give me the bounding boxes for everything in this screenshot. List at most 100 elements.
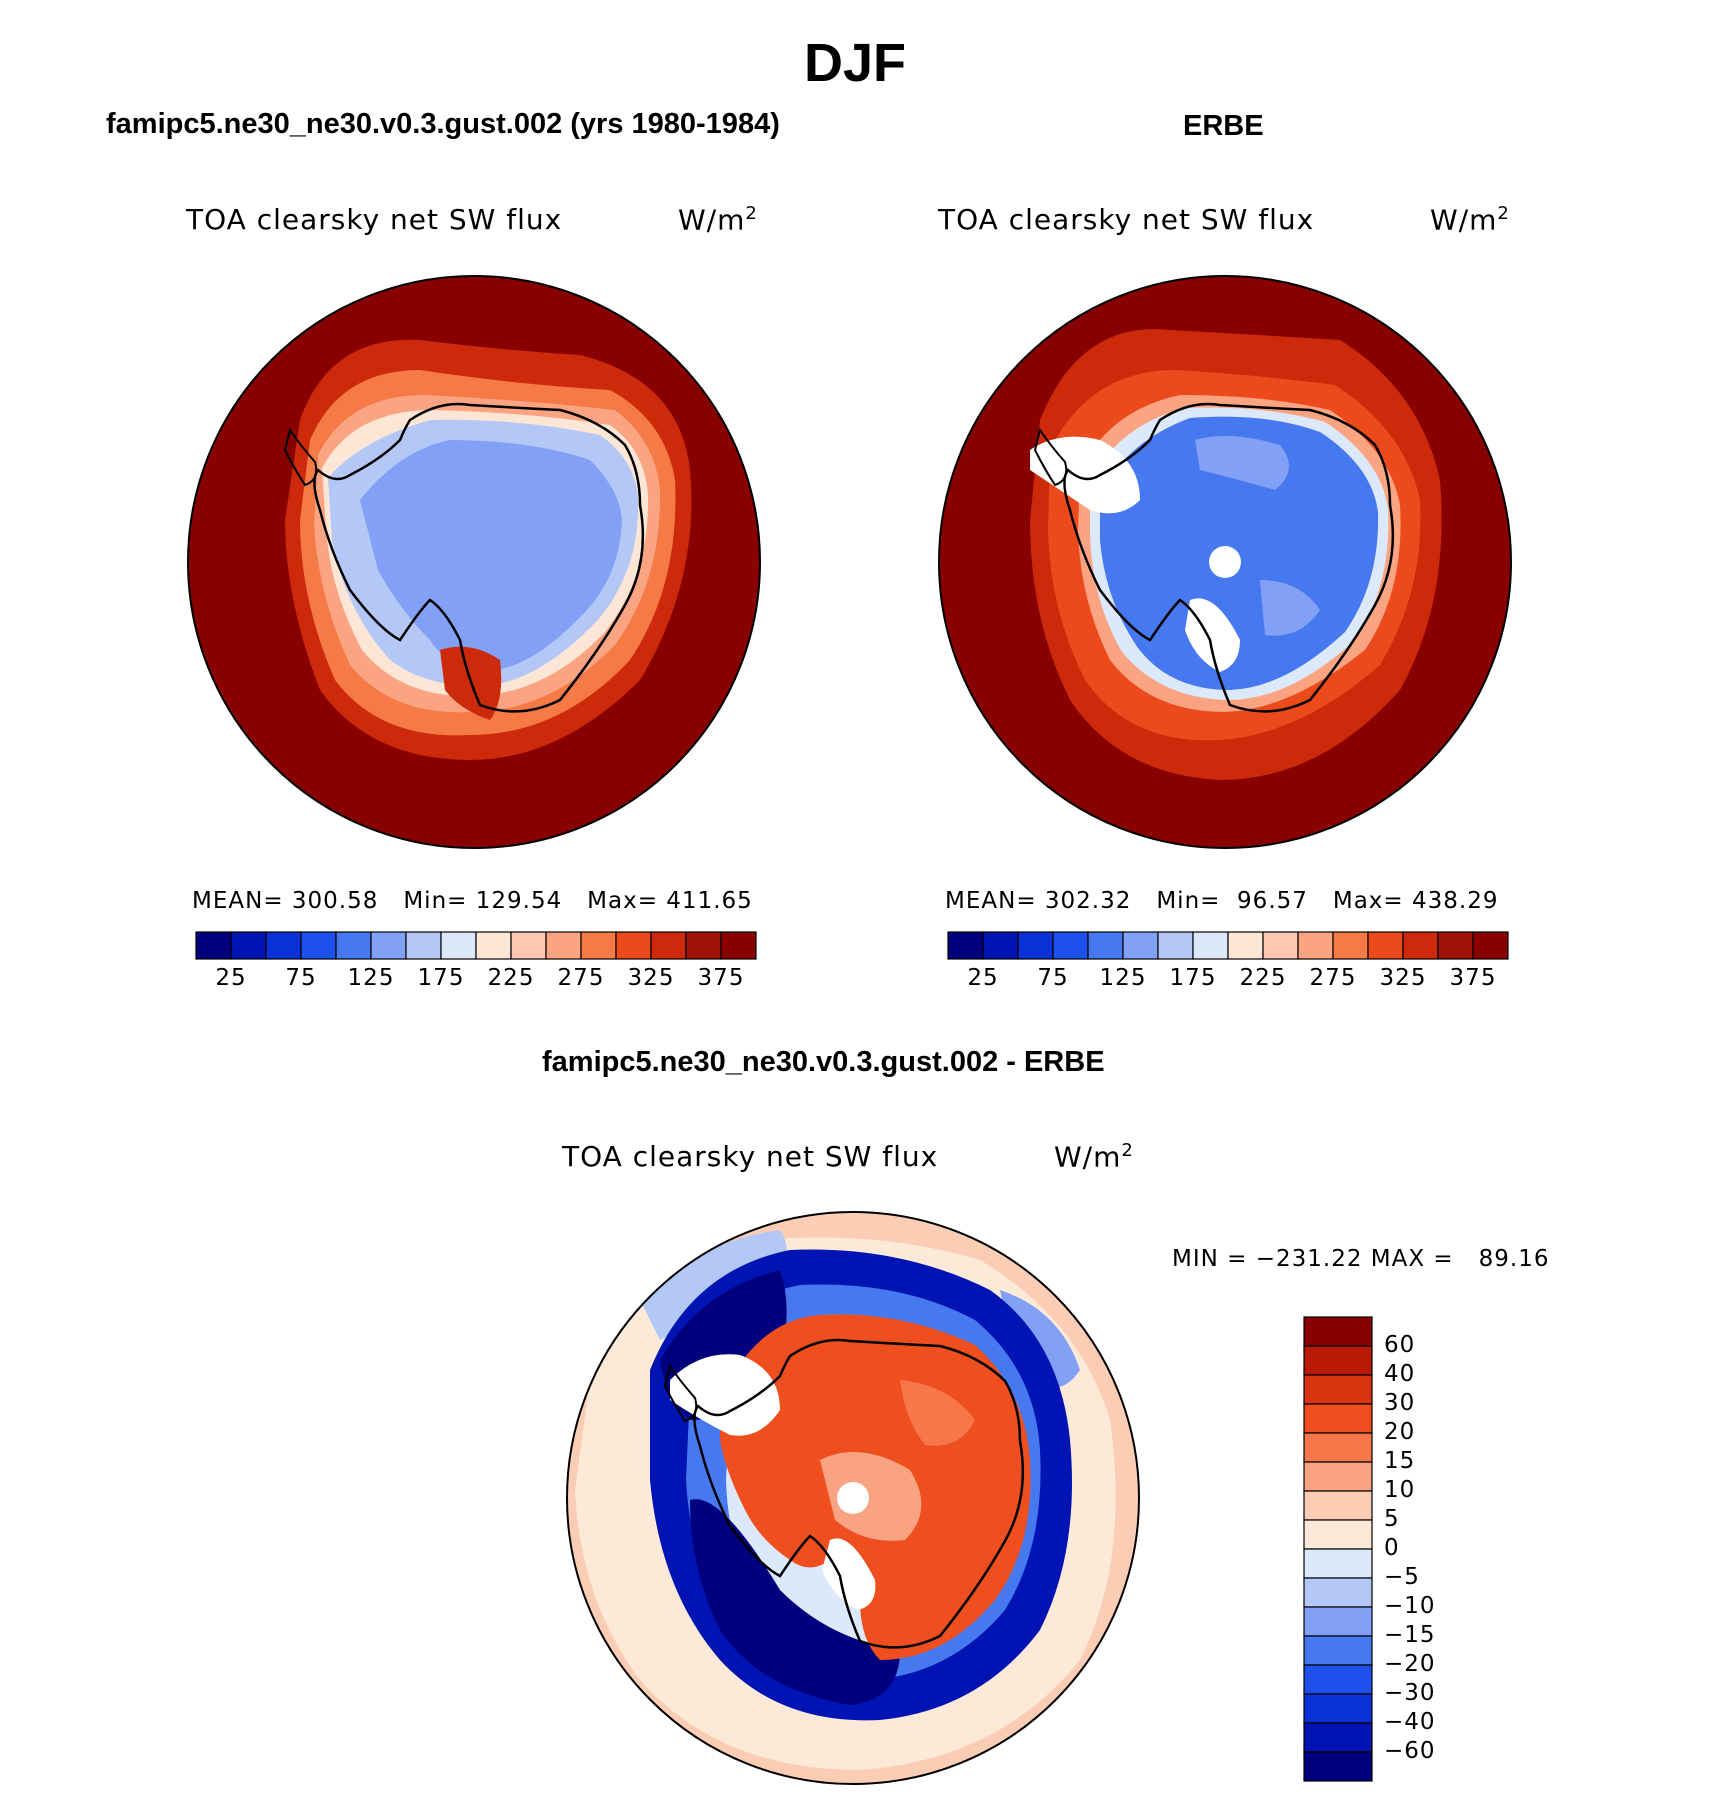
model-map-border <box>187 275 761 849</box>
model-units-label: W/m2 <box>678 203 758 237</box>
diff-colorbar-swatch <box>1303 1577 1373 1608</box>
diff-polar-map <box>567 1212 1139 1784</box>
model-colorbar-swatch <box>650 931 687 960</box>
diff-stats: MIN = −231.22 MAX = 89.16 <box>1172 1246 1550 1272</box>
diff-colorbar-tick-label: −5 <box>1384 1564 1420 1590</box>
obs-colorbar-swatch <box>1297 931 1334 960</box>
diff-colorbar <box>1303 1316 1373 1782</box>
model-colorbar-swatch <box>615 931 652 960</box>
diff-colorbar-swatch <box>1303 1693 1373 1724</box>
diff-colorbar-tick-label: 20 <box>1384 1419 1416 1445</box>
diff-colorbar-swatch <box>1303 1635 1373 1666</box>
model-colorbar-swatch <box>265 931 302 960</box>
diff-colorbar-tick-label: 5 <box>1384 1506 1400 1532</box>
model-colorbar-swatch <box>580 931 617 960</box>
diff-colorbar-tick-label: −20 <box>1384 1651 1436 1677</box>
model-colorbar-swatch <box>300 931 337 960</box>
obs-colorbar-swatch <box>1122 931 1159 960</box>
diff-colorbar-tick-label: −15 <box>1384 1622 1436 1648</box>
diff-colorbar-swatch <box>1303 1432 1373 1463</box>
model-colorbar-swatch <box>440 931 477 960</box>
model-colorbar-swatch <box>230 931 267 960</box>
obs-colorbar-tick-label: 175 <box>1169 965 1217 991</box>
model-colorbar-swatch <box>475 931 512 960</box>
obs-map-border <box>938 275 1512 849</box>
model-colorbar-tick-label: 375 <box>697 965 745 991</box>
model-colorbar-tick-label: 125 <box>347 965 395 991</box>
model-colorbar <box>195 931 757 960</box>
model-colorbar-tick-label: 225 <box>487 965 535 991</box>
diff-colorbar-swatch <box>1303 1664 1373 1695</box>
obs-colorbar-swatch <box>1192 931 1229 960</box>
obs-colorbar-tick-label: 275 <box>1309 965 1357 991</box>
obs-units-label: W/m2 <box>1430 203 1510 237</box>
diff-units-label: W/m2 <box>1054 1140 1134 1174</box>
diff-colorbar-swatch <box>1303 1374 1373 1405</box>
obs-colorbar-swatch <box>1472 931 1509 960</box>
diff-colorbar-tick-label: −30 <box>1384 1680 1436 1706</box>
model-colorbar-swatch <box>335 931 372 960</box>
diff-colorbar-tick-label: −40 <box>1384 1709 1436 1735</box>
obs-stats: MEAN= 302.32 Min= 96.57 Max= 438.29 <box>945 888 1499 914</box>
obs-colorbar-swatch <box>1367 931 1404 960</box>
diff-colorbar-swatch <box>1303 1519 1373 1550</box>
model-colorbar-swatch <box>720 931 757 960</box>
diff-colorbar-tick-label: −60 <box>1384 1738 1436 1764</box>
obs-colorbar-tick-label: 225 <box>1239 965 1287 991</box>
diff-colorbar-tick-label: 30 <box>1384 1390 1416 1416</box>
diff-colorbar-swatch <box>1303 1316 1373 1347</box>
obs-colorbar-tick-label: 25 <box>967 965 999 991</box>
diff-colorbar-tick-label: −10 <box>1384 1593 1436 1619</box>
obs-colorbar-swatch <box>1402 931 1439 960</box>
model-polar-map <box>188 276 760 848</box>
model-variable-label: TOA clearsky net SW flux <box>186 203 563 236</box>
model-colorbar-tick-label: 75 <box>285 965 317 991</box>
diff-panel-title: famipc5.ne30_ne30.v0.3.gust.002 - ERBE <box>542 1046 1105 1078</box>
model-colorbar-tick-label: 325 <box>627 965 675 991</box>
obs-colorbar-tick-label: 325 <box>1379 965 1427 991</box>
obs-colorbar-tick-label: 375 <box>1449 965 1497 991</box>
obs-colorbar-swatch <box>1157 931 1194 960</box>
diff-colorbar-tick-label: 60 <box>1384 1332 1416 1358</box>
diff-variable-label: TOA clearsky net SW flux <box>562 1140 939 1173</box>
model-colorbar-swatch <box>685 931 722 960</box>
diff-colorbar-tick-label: 15 <box>1384 1448 1416 1474</box>
diff-colorbar-swatch <box>1303 1751 1373 1782</box>
obs-colorbar-swatch <box>1437 931 1474 960</box>
obs-colorbar-swatch <box>1087 931 1124 960</box>
model-colorbar-swatch <box>510 931 547 960</box>
model-colorbar-tick-label: 175 <box>417 965 465 991</box>
model-colorbar-swatch <box>195 931 232 960</box>
model-colorbar-swatch <box>370 931 407 960</box>
diff-colorbar-tick-label: 40 <box>1384 1361 1416 1387</box>
model-colorbar-tick-label: 25 <box>215 965 247 991</box>
obs-colorbar <box>947 931 1509 960</box>
model-colorbar-tick-label: 275 <box>557 965 605 991</box>
diff-map-border <box>566 1211 1140 1785</box>
obs-colorbar-swatch <box>947 931 984 960</box>
model-colorbar-swatch <box>545 931 582 960</box>
diff-colorbar-swatch <box>1303 1548 1373 1579</box>
diff-colorbar-swatch <box>1303 1606 1373 1637</box>
diff-colorbar-swatch <box>1303 1403 1373 1434</box>
diff-colorbar-swatch <box>1303 1461 1373 1492</box>
figure-title: DJF <box>803 33 906 93</box>
obs-colorbar-tick-label: 75 <box>1037 965 1069 991</box>
obs-polar-map <box>939 276 1511 848</box>
obs-variable-label: TOA clearsky net SW flux <box>938 203 1315 236</box>
diff-colorbar-tick-label: 10 <box>1384 1477 1416 1503</box>
obs-colorbar-tick-label: 125 <box>1099 965 1147 991</box>
model-panel-title: famipc5.ne30_ne30.v0.3.gust.002 (yrs 198… <box>106 108 780 140</box>
obs-colorbar-swatch <box>1017 931 1054 960</box>
obs-colorbar-swatch <box>1227 931 1264 960</box>
obs-colorbar-swatch <box>1052 931 1089 960</box>
obs-panel-title: ERBE <box>1183 110 1264 142</box>
diff-colorbar-swatch <box>1303 1345 1373 1376</box>
diff-colorbar-swatch <box>1303 1722 1373 1753</box>
diff-colorbar-swatch <box>1303 1490 1373 1521</box>
model-stats: MEAN= 300.58 Min= 129.54 Max= 411.65 <box>192 888 753 914</box>
obs-colorbar-swatch <box>1262 931 1299 960</box>
diff-colorbar-tick-label: 0 <box>1384 1535 1400 1561</box>
model-colorbar-swatch <box>405 931 442 960</box>
